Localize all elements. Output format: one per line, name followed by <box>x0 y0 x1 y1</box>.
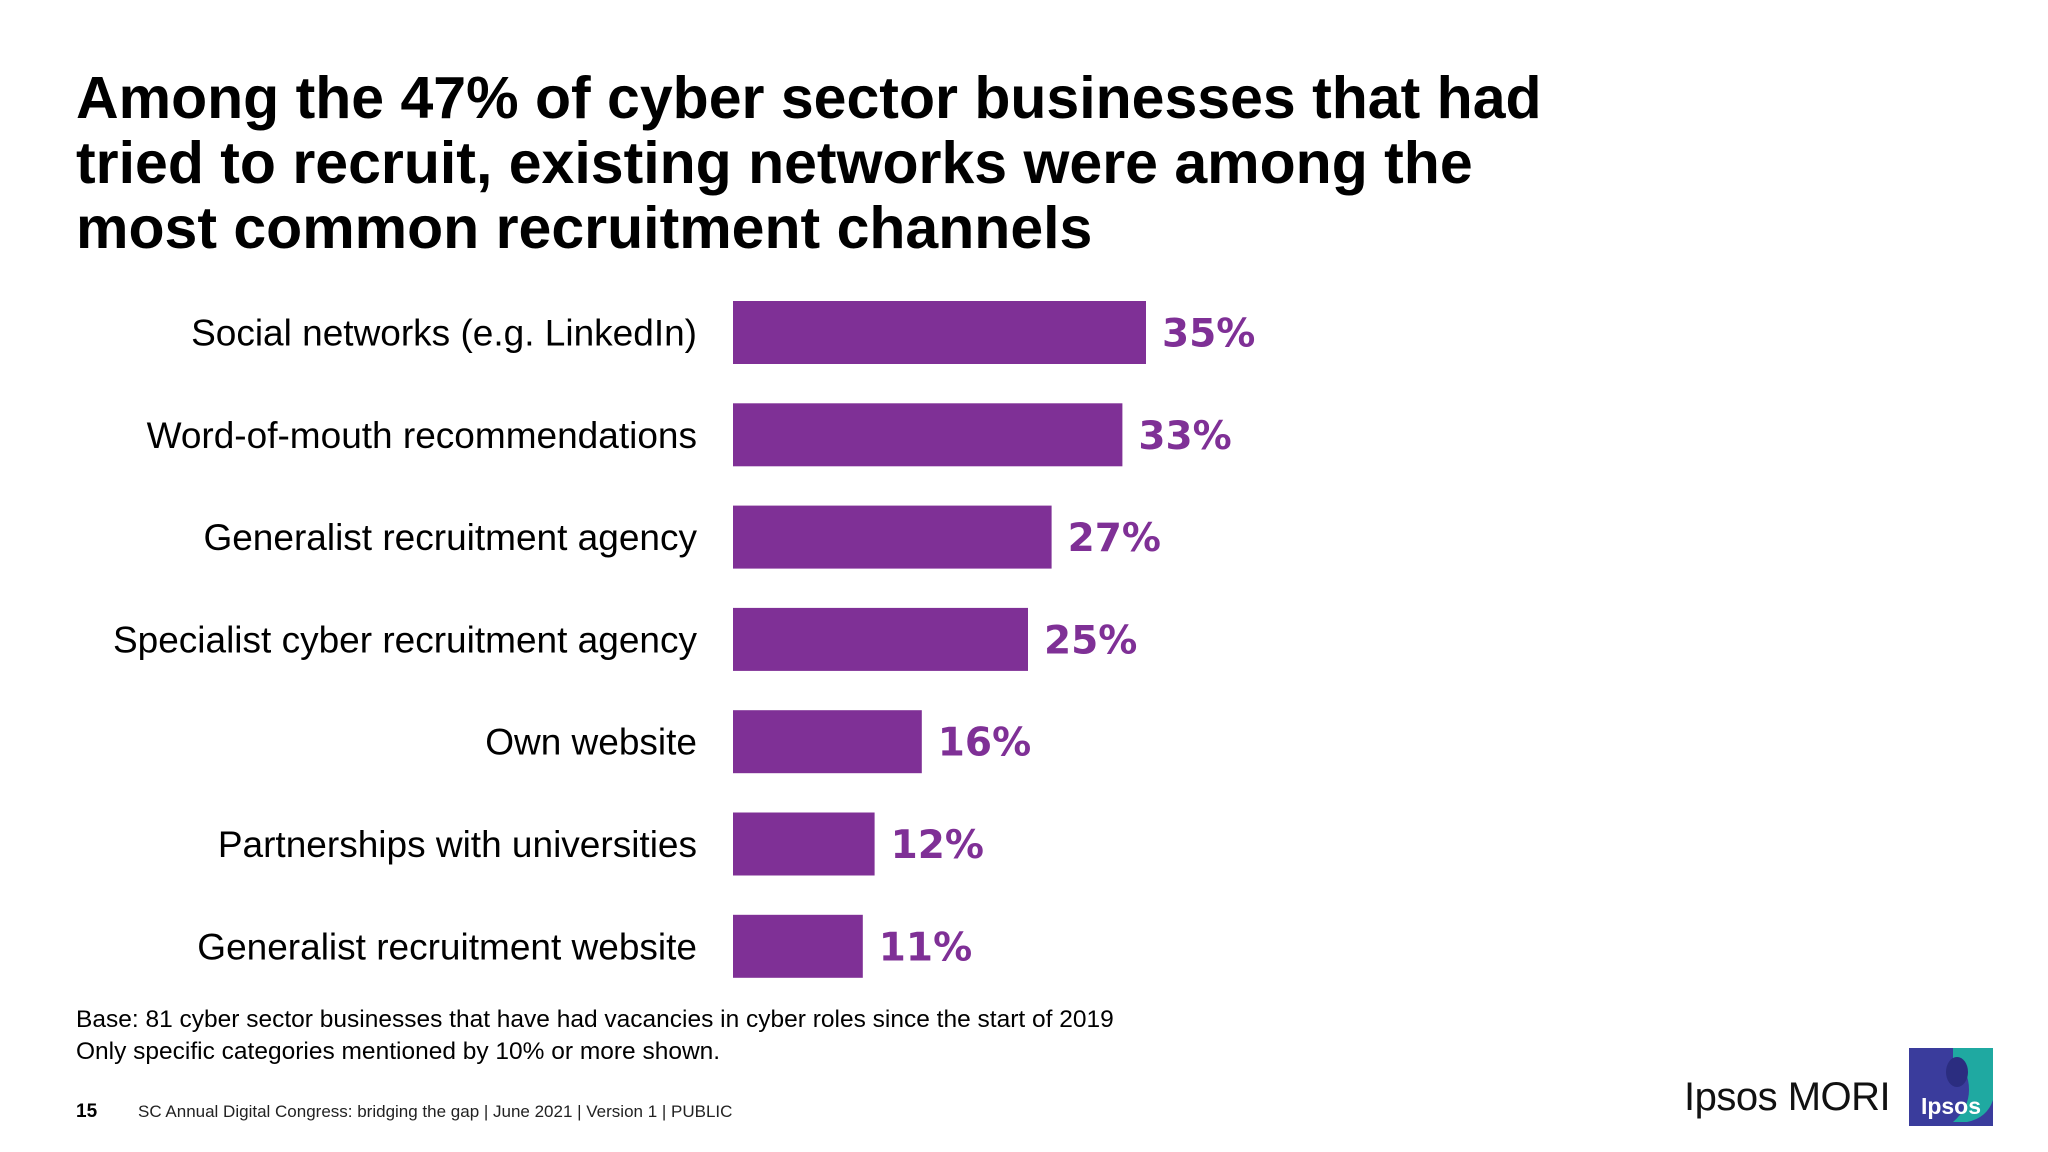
logo-head-shape <box>1946 1057 1968 1087</box>
page-title: Among the 47% of cyber sector businesses… <box>76 66 1676 261</box>
bar-6 <box>733 812 875 876</box>
title-line-2: tried to recruit, existing networks were… <box>76 130 1473 196</box>
bar-2 <box>733 403 1123 467</box>
footer-text: SC Annual Digital Congress: bridging the… <box>138 1102 733 1121</box>
value-label-5: 16% <box>938 721 1031 766</box>
bar-5 <box>733 710 922 774</box>
category-label-5: Own website <box>485 722 697 763</box>
category-label-4: Specialist cyber recruitment agency <box>113 619 698 660</box>
base-note-line-2: Only specific categories mentioned by 10… <box>76 1038 721 1065</box>
value-label-2: 33% <box>1138 414 1231 459</box>
category-label-6: Partnerships with universities <box>218 824 697 865</box>
category-label-2: Word-of-mouth recommendations <box>147 415 697 456</box>
category-label-3: Generalist recruitment agency <box>203 517 697 558</box>
bar-3 <box>733 505 1052 569</box>
bar-4 <box>733 607 1028 671</box>
value-label-4: 25% <box>1044 618 1137 663</box>
bar-1 <box>733 301 1146 364</box>
value-label-7: 11% <box>879 925 972 970</box>
bar-7 <box>733 914 863 978</box>
value-label-1: 35% <box>1162 312 1255 357</box>
page-number: 15 <box>76 1101 98 1122</box>
base-note: Base: 81 cyber sector businesses that ha… <box>76 1004 1114 1068</box>
title-line-1: Among the 47% of cyber sector businesses… <box>76 65 1542 131</box>
base-note-line-1: Base: 81 cyber sector businesses that ha… <box>76 1006 1114 1033</box>
category-label-7: Generalist recruitment website <box>197 926 697 967</box>
value-label-3: 27% <box>1068 516 1161 561</box>
title-line-3: most common recruitment channels <box>76 195 1093 261</box>
value-label-6: 12% <box>891 823 984 868</box>
logo-text: Ipsos <box>1921 1093 1981 1119</box>
category-label-1: Social networks (e.g. LinkedIn) <box>191 313 697 354</box>
ipsos-logo: Ipsos <box>1909 1048 1993 1126</box>
brand-name: Ipsos MORI <box>1684 1075 1891 1119</box>
